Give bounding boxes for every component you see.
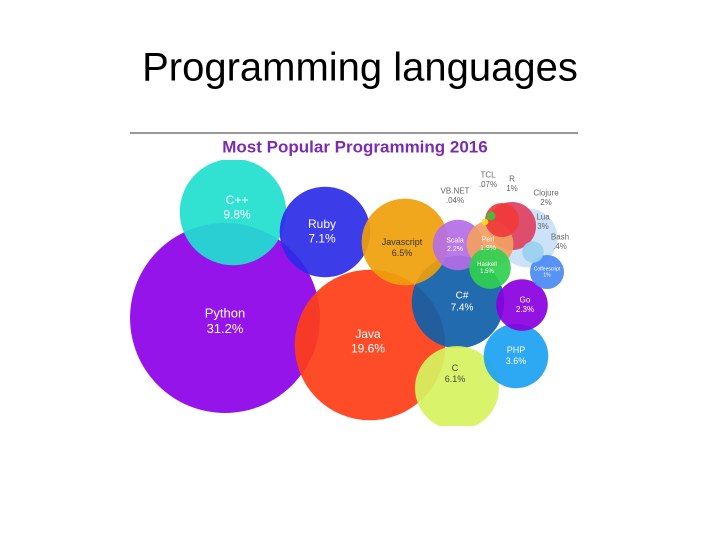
bubble-name: PHP [507,345,526,355]
bubble-name: Bash [551,232,569,241]
bubble [279,186,371,278]
bubble [483,323,549,389]
bubble-name: Coffeescript [534,266,561,272]
bubble-value-label: .07% [479,180,497,189]
bubble-value-label: 1% [543,272,551,278]
chart-title: Most Popular Programming 2016 [222,137,487,156]
bubble [179,160,287,266]
bubble-name: Javascript [382,237,423,247]
bubble-value-label: 3.6% [506,356,527,366]
bubble [469,247,511,289]
bubble-name: Clojure [533,188,559,197]
bubble-value-label: 6.1% [445,374,466,384]
bubble-name: Perl [482,237,495,244]
bubble [522,241,544,263]
bubble [415,346,499,426]
bubble-name: C# [456,291,469,302]
bubble-value-label: 2.2% [447,246,463,253]
bubble-name: Haskell [477,262,497,268]
bubble-value-label: 7.4% [451,303,474,314]
bubble-name: Java [355,327,381,341]
bubble-name: Go [520,295,531,304]
bubble-name: Lua [536,212,550,221]
bubble-value-label: 6.5% [392,248,413,258]
bubble-name: C [452,363,459,373]
bubble [481,218,489,226]
bubble-name: Ruby [308,217,336,231]
bubble-value-label: 1.5% [480,269,494,275]
bubble-value-label: 3% [537,222,549,231]
bubble-value-label: 2% [540,198,552,207]
bubble-value-label: 19.6% [351,341,385,355]
bubble [530,255,564,289]
bubble-area [130,160,564,426]
bubble [485,203,519,237]
bubble-name: C++ [226,193,249,207]
bubble [361,198,449,286]
bubble-name: R [509,174,515,183]
bubble-value-label: 7.1% [308,231,336,245]
bubble [496,279,548,331]
bubble-value-label: 31.2% [207,321,244,336]
bubble-value-label: .4% [553,242,567,251]
bubble [486,211,496,221]
bubble-value-label: 2.3% [516,305,534,314]
bubble-name: TCL [480,170,496,179]
bubble-value-label: 1.9% [480,245,496,252]
slide-title: Programming languages [142,46,578,90]
bubble-name: Python [205,306,245,321]
bubble [294,269,446,421]
bubble-value-label: .04% [446,196,464,205]
bubble-value-label: 9.8% [223,207,251,221]
bubble [130,223,320,413]
bubble-value-label: 1% [506,184,518,193]
bubble-name: VB.NET [441,186,470,195]
bubble-name: Scala [446,238,464,245]
